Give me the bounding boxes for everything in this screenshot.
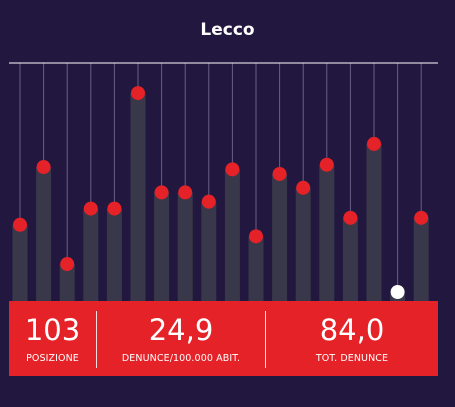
bar (177, 192, 193, 301)
data-dot[interactable] (272, 166, 287, 181)
bar (248, 236, 264, 301)
stat-position-label: POSIZIONE (26, 353, 79, 364)
data-dot[interactable] (83, 201, 98, 216)
bar (130, 93, 146, 301)
data-dot[interactable] (367, 136, 381, 151)
data-dot[interactable] (13, 217, 27, 232)
stat-total-value: 84,0 (319, 313, 385, 347)
data-dot[interactable] (343, 210, 358, 225)
data-dot[interactable] (201, 194, 216, 209)
data-dot[interactable] (154, 185, 169, 200)
bar (83, 208, 99, 301)
stat-rate-value: 24,9 (148, 313, 214, 347)
chart-title: Lecco (200, 20, 255, 40)
stat-position: 103 POSIZIONE (9, 301, 96, 376)
data-dot[interactable] (319, 157, 334, 172)
bars (12, 93, 429, 301)
data-dot[interactable] (225, 162, 240, 177)
data-dot[interactable] (36, 160, 51, 175)
data-dot[interactable] (131, 86, 145, 101)
bar (59, 264, 75, 301)
stat-position-value: 103 (24, 313, 81, 347)
bar (154, 192, 170, 301)
bar (272, 173, 288, 301)
highlight-dot[interactable] (390, 285, 405, 299)
data-dot[interactable] (60, 257, 75, 272)
bar (106, 208, 122, 301)
stat-total: 84,0 TOT. DENUNCE (266, 301, 438, 376)
data-dot[interactable] (414, 210, 429, 225)
guide-lines (19, 63, 422, 295)
stat-rate: 24,9 DENUNCE/100.000 ABIT. (97, 301, 265, 376)
bar (413, 217, 429, 301)
bar (319, 164, 335, 301)
bar (295, 187, 311, 301)
data-dot[interactable] (178, 185, 193, 200)
bar (36, 167, 52, 301)
data-dot[interactable] (249, 229, 263, 244)
stats-panel: 103 POSIZIONE 24,9 DENUNCE/100.000 ABIT.… (9, 301, 438, 376)
stat-total-label: TOT. DENUNCE (315, 353, 389, 364)
stats-separator (96, 311, 97, 368)
data-dot[interactable] (107, 201, 122, 216)
stat-rate-label: DENUNCE/100.000 ABIT. (121, 353, 241, 364)
bar (201, 201, 217, 301)
data-dot[interactable] (296, 180, 311, 195)
dots (13, 86, 429, 299)
bar (366, 143, 382, 301)
bar (12, 224, 28, 301)
bar (224, 169, 240, 301)
stats-separator (265, 311, 266, 368)
bar (342, 217, 358, 301)
